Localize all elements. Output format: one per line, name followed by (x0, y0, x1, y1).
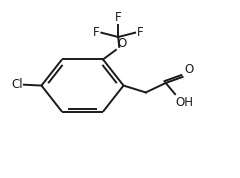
Text: O: O (185, 63, 194, 76)
Text: F: F (93, 26, 100, 39)
Text: OH: OH (176, 96, 194, 109)
Text: F: F (115, 11, 121, 24)
Text: Cl: Cl (11, 78, 23, 91)
Text: O: O (117, 37, 126, 50)
Text: F: F (137, 26, 143, 39)
